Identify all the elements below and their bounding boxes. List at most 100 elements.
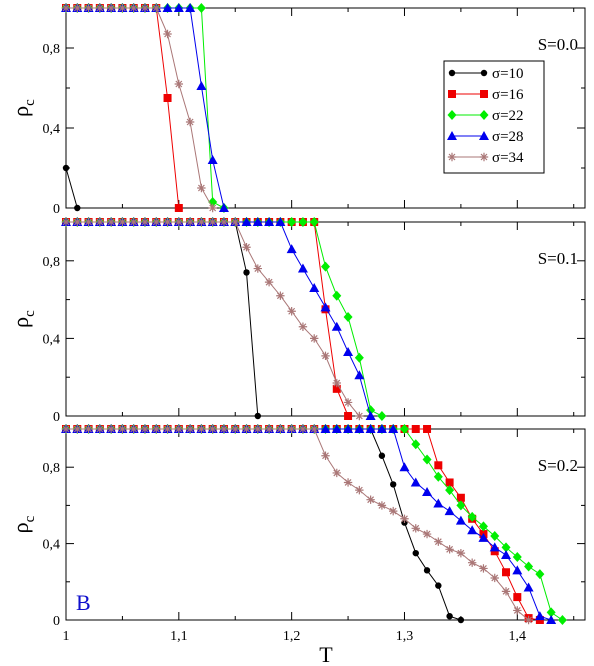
data-point: [196, 3, 206, 13]
data-point: [524, 615, 533, 625]
data-point: [433, 498, 444, 508]
data-point: [422, 529, 432, 539]
data-point: [197, 424, 206, 434]
data-point: [219, 424, 229, 434]
data-point: [163, 217, 172, 227]
data-point: [343, 478, 353, 487]
data-point: [254, 412, 262, 420]
data-point: [185, 424, 195, 434]
series-line: [66, 428, 563, 621]
data-point: [332, 384, 341, 393]
x-axis-label: T: [319, 642, 333, 666]
series-sigma-22: [61, 3, 229, 213]
data-point: [355, 485, 364, 495]
panel-label: S=0.2: [538, 456, 578, 475]
data-point: [448, 90, 456, 98]
data-point: [309, 217, 319, 227]
y-tick-label: 0,4: [43, 538, 61, 553]
panel-2: 0 0,4 0,8 ρc S=0.1: [8, 217, 586, 425]
data-point: [480, 90, 488, 98]
series-line: [66, 7, 225, 209]
data-point: [321, 451, 330, 460]
data-point: [422, 487, 433, 497]
x-tick-label: 1: [63, 629, 70, 644]
plot-frame: [65, 7, 586, 209]
data-point: [423, 425, 432, 433]
data-point: [455, 515, 466, 525]
data-point: [501, 542, 511, 553]
data-point: [243, 269, 250, 276]
data-point: [366, 495, 375, 504]
data-point: [446, 612, 453, 620]
plot-frame: [65, 221, 586, 417]
legend-entry: σ=22: [492, 108, 524, 124]
data-point: [242, 243, 251, 252]
series-line: [66, 428, 552, 621]
data-point: [152, 217, 161, 227]
data-point: [435, 582, 442, 589]
y-tick-label: 0: [53, 614, 60, 629]
data-point: [479, 564, 488, 573]
data-point: [344, 412, 353, 420]
data-point: [433, 471, 443, 482]
data-point: [343, 346, 354, 356]
data-point: [457, 616, 465, 624]
data-point: [310, 424, 319, 434]
panel-1: 0 0,4 0,8 ρc S=0.0 σ=10 σ=16 σ=22 σ=28 σ=34: [8, 3, 586, 217]
data-point: [298, 322, 308, 331]
series-sigma-22: [61, 424, 567, 625]
data-point: [354, 424, 365, 433]
data-point: [447, 110, 457, 120]
data-point: [410, 477, 421, 487]
data-point: [208, 217, 217, 227]
data-point: [412, 549, 419, 557]
data-point: [502, 568, 511, 577]
series-line: [66, 221, 259, 417]
data-point: [423, 567, 431, 574]
data-point: [546, 607, 556, 618]
data-point: [61, 217, 71, 227]
data-point: [355, 411, 364, 421]
data-point: [513, 606, 522, 615]
data-point: [73, 217, 82, 227]
x-tick-label: 1,1: [170, 629, 188, 644]
data-point: [388, 506, 398, 516]
series-line: [66, 7, 180, 209]
data-point: [354, 370, 365, 380]
data-point: [400, 514, 409, 523]
data-point: [365, 424, 376, 433]
data-point: [140, 3, 150, 13]
y-tick-label: 0: [53, 202, 60, 217]
legend-box: [443, 60, 545, 174]
data-point: [287, 424, 296, 434]
data-point: [185, 117, 195, 127]
data-point: [447, 131, 457, 140]
data-point: [129, 424, 138, 434]
data-point: [196, 81, 207, 90]
data-point: [253, 264, 263, 273]
series-sigma-10: [62, 218, 262, 420]
data-point: [95, 3, 105, 13]
data-point: [298, 217, 308, 227]
data-point: [264, 217, 275, 226]
series-sigma-10: [62, 164, 81, 212]
series-sigma-28: [61, 217, 376, 420]
data-point: [152, 424, 161, 434]
data-point: [411, 439, 421, 450]
data-point: [174, 217, 184, 227]
data-point: [106, 217, 116, 227]
data-point: [447, 152, 457, 162]
data-point: [534, 611, 545, 621]
data-point: [377, 411, 387, 421]
data-point: [163, 94, 172, 102]
series-sigma-28: [61, 3, 229, 212]
data-point: [208, 203, 217, 213]
data-point: [332, 468, 341, 478]
data-point: [320, 302, 331, 312]
data-point: [467, 525, 478, 535]
data-point: [218, 203, 229, 212]
series-sigma-16: [62, 218, 353, 420]
data-point: [231, 217, 240, 227]
panel-label: S=0.1: [538, 249, 578, 268]
data-point: [434, 537, 443, 546]
